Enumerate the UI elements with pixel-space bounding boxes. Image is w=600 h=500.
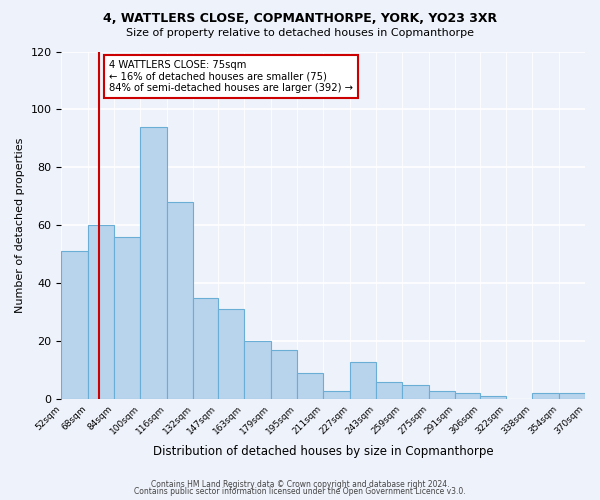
Text: 4, WATTLERS CLOSE, COPMANTHORPE, YORK, YO23 3XR: 4, WATTLERS CLOSE, COPMANTHORPE, YORK, Y… <box>103 12 497 26</box>
Bar <box>532 394 559 399</box>
Bar <box>218 310 244 399</box>
Bar <box>244 342 271 399</box>
Bar <box>350 362 376 399</box>
Bar <box>479 396 506 399</box>
Bar <box>167 202 193 399</box>
Bar <box>271 350 297 399</box>
Bar <box>297 373 323 399</box>
Bar <box>559 394 585 399</box>
Bar <box>114 237 140 399</box>
Bar <box>455 394 479 399</box>
Bar <box>323 390 350 399</box>
Bar <box>61 252 88 399</box>
Bar <box>402 384 428 399</box>
Text: 4 WATTLERS CLOSE: 75sqm
← 16% of detached houses are smaller (75)
84% of semi-de: 4 WATTLERS CLOSE: 75sqm ← 16% of detache… <box>109 60 353 94</box>
Bar <box>428 390 455 399</box>
Text: Contains public sector information licensed under the Open Government Licence v3: Contains public sector information licen… <box>134 487 466 496</box>
Y-axis label: Number of detached properties: Number of detached properties <box>15 138 25 313</box>
X-axis label: Distribution of detached houses by size in Copmanthorpe: Distribution of detached houses by size … <box>153 444 494 458</box>
Text: Contains HM Land Registry data © Crown copyright and database right 2024.: Contains HM Land Registry data © Crown c… <box>151 480 449 489</box>
Text: Size of property relative to detached houses in Copmanthorpe: Size of property relative to detached ho… <box>126 28 474 38</box>
Bar <box>140 127 167 399</box>
Bar <box>193 298 218 399</box>
Bar <box>376 382 402 399</box>
Bar <box>88 226 114 399</box>
